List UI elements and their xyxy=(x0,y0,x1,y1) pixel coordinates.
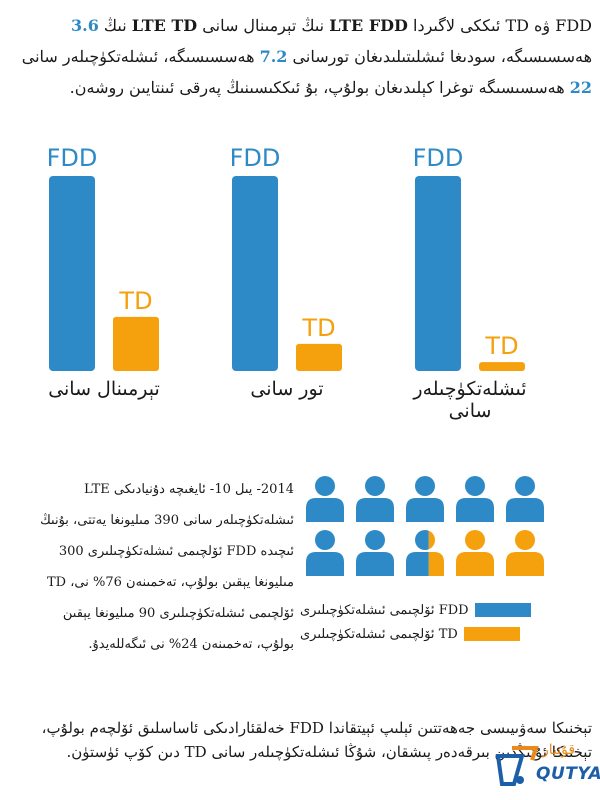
intro-paragraph: FDD ۋە TD ئىككى لاگىردا LTE FDD نىڭ تېرم… xyxy=(8,10,592,103)
category-label-users: ئىشلەتكۈچىلەر سانى xyxy=(413,378,527,422)
bar-fdd-2 xyxy=(415,176,461,371)
legend-fdd-label: FDD ئۆلچىمى ئىشلەتكۈچىلىرى xyxy=(300,602,469,618)
person-icon xyxy=(506,530,544,576)
qutyar-logo: قۇتيار QUTYAR xyxy=(492,738,600,794)
intro-lte-fdd: LTE FDD xyxy=(329,16,408,35)
intro-value-users: 22 xyxy=(569,78,592,97)
legend-td-label: TD ئۆلچىمى ئىشلەتكۈچىلىرى xyxy=(300,626,458,642)
person-icon xyxy=(406,530,444,576)
stats-paragraph: 2014- يىل 10- ئايغىچە دۇنيادىكى LTE ئىشل… xyxy=(40,482,294,652)
intro-value-terminal: 3.6 xyxy=(71,16,99,35)
legend-td: TD ئۆلچىمى ئىشلەتكۈچىلىرى xyxy=(300,622,536,646)
bar-td-0 xyxy=(113,316,159,371)
legend-fdd-swatch xyxy=(474,603,531,617)
intro-text-4: ھەسسىسىگە، سودىغا ئىشلىتىلىدىغان تورسانى xyxy=(287,47,592,66)
category-label-terminal: تېرمىنال سانى xyxy=(48,378,160,400)
user-share-people-chart xyxy=(306,476,544,576)
bar-td-1 xyxy=(296,343,342,371)
intro-text-6: ھەسسىسىگە توغرا كېلىدىغان بولۇپ، بۇ ئىكك… xyxy=(69,78,570,97)
legend-fdd: FDD ئۆلچىمى ئىشلەتكۈچىلىرى xyxy=(300,598,536,622)
category-label-network: تور سانى xyxy=(250,378,324,400)
bar-label-td-1: TD xyxy=(301,314,335,342)
bar-label-td-0: TD xyxy=(118,287,152,315)
bar-fdd-0 xyxy=(49,176,95,371)
person-icon xyxy=(456,530,494,576)
bar-label-fdd-1: FDD xyxy=(230,144,281,172)
intro-text-5: ھەسسىسىگە، ئىشلەتكۈچىلەر سانى xyxy=(21,47,260,66)
person-icon xyxy=(406,476,444,522)
person-icon xyxy=(306,530,344,576)
bar-label-fdd-2: FDD xyxy=(413,144,464,172)
person-icon xyxy=(356,476,394,522)
bar-fdd-1 xyxy=(232,176,278,371)
legend-td-swatch xyxy=(463,627,520,641)
qutyar-logo-script: قۇتيار xyxy=(542,742,576,758)
person-icon xyxy=(506,476,544,522)
person-icon xyxy=(306,476,344,522)
intro-text-2: نىڭ تېرمىنال سانى xyxy=(197,16,330,35)
bar-label-td-2: TD xyxy=(484,332,518,360)
qutyar-logo-mark-icon xyxy=(495,746,539,786)
ratio-bar-chart: FDD TD FDD TD FDD TD xyxy=(47,144,525,371)
qutyar-logo-text: QUTYAR xyxy=(536,764,600,784)
intro-value-network: 7.2 xyxy=(259,47,288,66)
intro-text-3: نىڭ xyxy=(98,16,132,35)
person-icon xyxy=(356,530,394,576)
intro-lte-td: LTE TD xyxy=(131,16,198,35)
bar-td-2 xyxy=(479,362,525,371)
person-icon xyxy=(456,476,494,522)
footer-paragraph: تېخنىكا سەۋىيىسى جەھەتتىن ئېلىپ ئېيتقاند… xyxy=(41,719,592,761)
intro-text-1: FDD ۋە TD ئىككى لاگىردا xyxy=(407,16,592,35)
bar-label-fdd-0: FDD xyxy=(47,144,98,172)
